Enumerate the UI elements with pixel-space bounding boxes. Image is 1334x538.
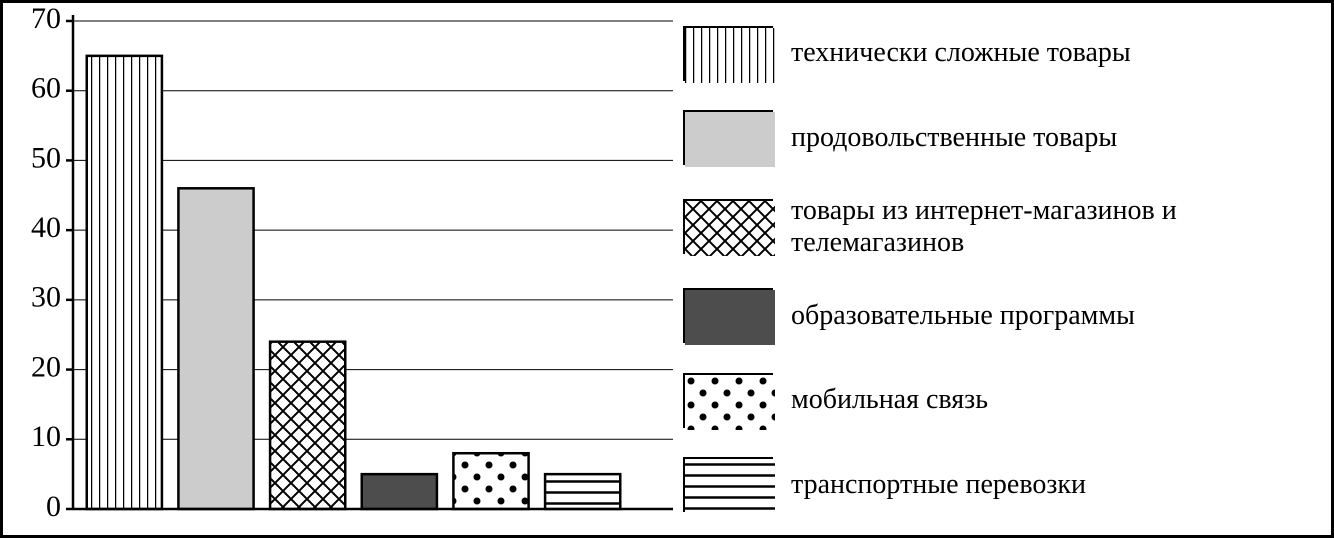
legend-swatch-3 (683, 288, 773, 343)
legend-label-5: транспортные перевозки (791, 469, 1086, 501)
legend-swatch-0 (683, 26, 773, 81)
bar-5 (545, 474, 620, 509)
legend-swatch-5 (683, 457, 773, 512)
legend-item-0: технически сложные товары (683, 26, 1319, 81)
y-tick-label: 40 (31, 211, 61, 244)
plot-column: 0 10 20 30 40 50 60 70 (3, 3, 673, 535)
legend-label-4: мобильная связь (791, 384, 988, 416)
bar-0 (87, 56, 162, 509)
legend-item-1: продовольственные товары (683, 110, 1319, 165)
y-tick-label: 20 (31, 350, 61, 383)
y-tick-label: 30 (31, 281, 61, 314)
legend-item-2: товары из интернет-магазинов и телемагаз… (683, 195, 1319, 259)
y-tick-label: 50 (31, 141, 61, 174)
legend-label-2: товары из интернет-магазинов и телемагаз… (791, 195, 1319, 259)
bar-chart: 0 10 20 30 40 50 60 70 (3, 3, 673, 535)
legend-label-3: образовательные программы (791, 300, 1135, 332)
y-tick-label: 10 (31, 420, 61, 453)
legend-swatch-2 (683, 199, 773, 254)
legend-label-0: технически сложные товары (791, 37, 1131, 69)
legend-item-4: мобильная связь (683, 373, 1319, 428)
bar-2 (270, 342, 345, 509)
y-tick-label: 60 (31, 72, 61, 105)
legend-label-1: продовольственные товары (791, 122, 1117, 154)
legend-item-5: транспортные перевозки (683, 457, 1319, 512)
legend-item-3: образовательные программы (683, 288, 1319, 343)
legend-swatch-1 (683, 110, 773, 165)
chart-frame: 0 10 20 30 40 50 60 70 технически сложные товар… (0, 0, 1334, 538)
bar-1 (178, 188, 253, 509)
chart-layout: 0 10 20 30 40 50 60 70 технически сложные товар… (3, 3, 1331, 535)
bar-4 (453, 453, 528, 509)
legend-swatch-4 (683, 373, 773, 428)
bar-3 (362, 474, 437, 509)
y-tick-label: 70 (31, 3, 61, 35)
y-tick-label: 0 (46, 490, 61, 523)
legend: технически сложные товары продовольствен… (673, 3, 1331, 535)
